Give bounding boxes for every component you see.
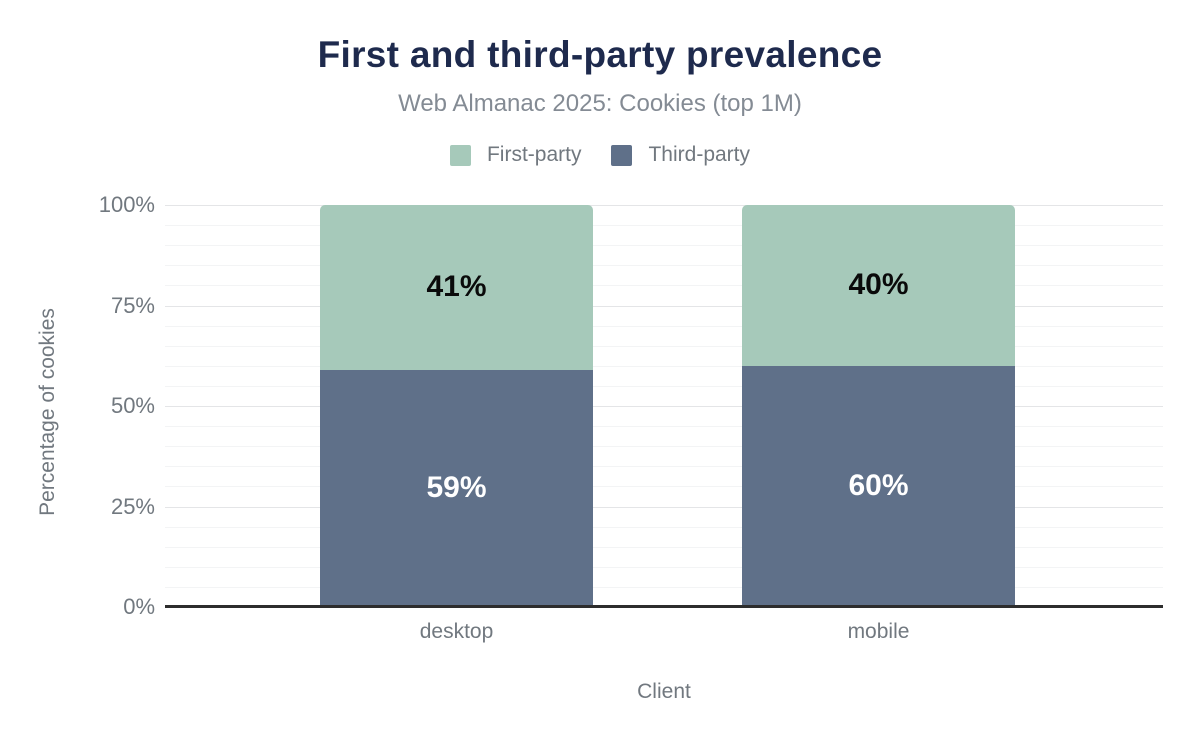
minor-gridline [165,526,1163,528]
legend-item-first-party: First-party [449,143,582,167]
y-tick-label: 75% [110,292,155,318]
major-gridline [165,305,1163,307]
minor-gridline [165,345,1163,347]
legend: First-party Third-party [0,143,1200,167]
legend-label: First-party [486,143,582,166]
minor-gridline [165,426,1163,428]
x-tick-label-desktop: desktop [419,620,494,643]
bar-segment-mobile-third-party: 60% [742,365,1015,607]
chart-title: First and third-party prevalence [317,34,883,75]
y-axis-ticks: 0% 25% 50% 75% 100% [0,192,155,619]
minor-gridline [165,245,1163,247]
major-gridline [165,506,1163,508]
minor-gridline [165,225,1163,227]
minor-gridline [165,586,1163,588]
bar-segment-mobile-first-party: 40% [742,205,1015,366]
minor-gridline [165,365,1163,367]
minor-gridline [165,466,1163,468]
major-gridline [165,406,1163,407]
major-gridline [165,205,1163,206]
minor-gridline [165,446,1163,448]
minor-gridline [165,546,1163,548]
minor-gridline [165,265,1163,267]
legend-swatch-icon [449,144,471,166]
chart-subtitle: Web Almanac 2025: Cookies (top 1M) [398,90,802,117]
legend-swatch-icon [611,144,633,166]
minor-gridline [165,486,1163,488]
legend-item-third-party: Third-party [611,143,750,167]
y-tick-label: 50% [110,393,155,418]
minor-gridline [165,285,1163,287]
minor-gridline [165,566,1163,568]
bar-segment-desktop-third-party: 59% [320,369,593,607]
legend-label: Third-party [648,143,751,166]
y-tick-label: 0% [123,594,155,619]
x-axis-title: Client [637,680,691,703]
y-tick-label: 25% [110,493,155,519]
y-tick-label: 100% [98,192,155,217]
plot-area: 59% 41% 60% 40% [165,205,1163,607]
minor-gridline [165,325,1163,327]
bar-segment-desktop-first-party: 41% [320,205,593,370]
x-tick-label-mobile: mobile [847,620,910,643]
x-axis-line [165,605,1163,608]
minor-gridline [165,385,1163,387]
